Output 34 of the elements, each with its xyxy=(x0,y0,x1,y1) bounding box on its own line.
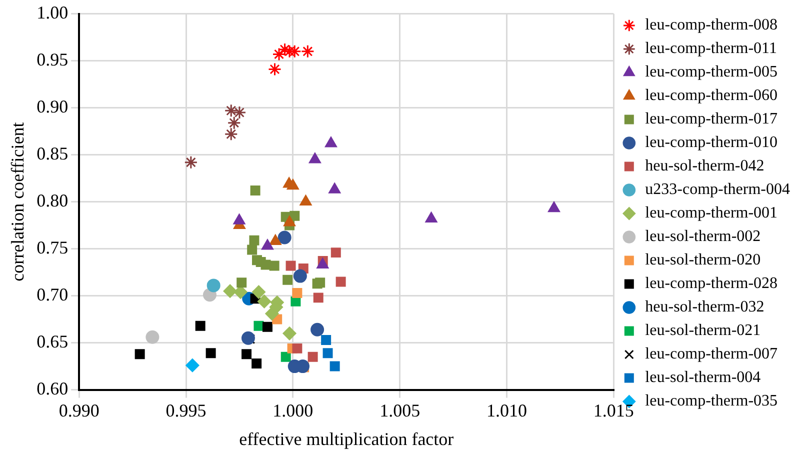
y-tick-label: 0.80 xyxy=(36,190,68,211)
legend-label: leu-comp-therm-007 xyxy=(645,346,778,363)
legend-label: leu-comp-therm-017 xyxy=(645,110,778,128)
x-tick-label: 0.990 xyxy=(58,400,100,420)
x-tick-label: 1.010 xyxy=(486,400,527,420)
y-tick-label: 0.75 xyxy=(36,238,68,258)
y-tick-label: 0.90 xyxy=(36,96,68,117)
legend-label: leu-comp-therm-060 xyxy=(645,87,778,104)
y-tick-label: 0.85 xyxy=(36,144,68,164)
y-tick-label: 0.95 xyxy=(36,50,68,70)
legend-label: leu-sol-therm-020 xyxy=(645,252,761,269)
legend-label: leu-comp-therm-011 xyxy=(645,40,777,58)
x-tick-label: 1.015 xyxy=(593,400,634,420)
legend-label: leu-comp-therm-005 xyxy=(645,64,778,81)
legend-label: leu-comp-therm-035 xyxy=(645,392,778,410)
x-tick-label: 1.000 xyxy=(272,400,314,420)
y-tick-label: 0.60 xyxy=(36,378,68,399)
x-tick-label: 1.005 xyxy=(380,400,420,420)
legend-label: leu-sol-therm-021 xyxy=(645,322,761,340)
legend-label: leu-sol-therm-002 xyxy=(645,228,761,246)
legend-label: heu-sol-therm-042 xyxy=(645,158,764,175)
y-axis-title: correlation coefficient xyxy=(8,122,28,282)
legend-label: u233-comp-therm-004 xyxy=(645,181,790,198)
legend-label: heu-sol-therm-032 xyxy=(645,298,764,316)
y-tick-label: 0.65 xyxy=(36,332,68,352)
legend-label: leu-comp-therm-008 xyxy=(645,16,778,34)
legend-label: leu-comp-therm-001 xyxy=(645,204,778,222)
x-axis-title: effective multiplication factor xyxy=(239,428,454,449)
y-tick-label: 1.00 xyxy=(36,2,68,23)
legend-label: leu-comp-therm-028 xyxy=(645,275,778,292)
y-tick-label: 0.70 xyxy=(36,284,68,305)
legend-label: leu-comp-therm-010 xyxy=(645,134,778,152)
legend-label: leu-sol-therm-004 xyxy=(645,369,761,386)
x-tick-label: 0.995 xyxy=(166,400,206,420)
